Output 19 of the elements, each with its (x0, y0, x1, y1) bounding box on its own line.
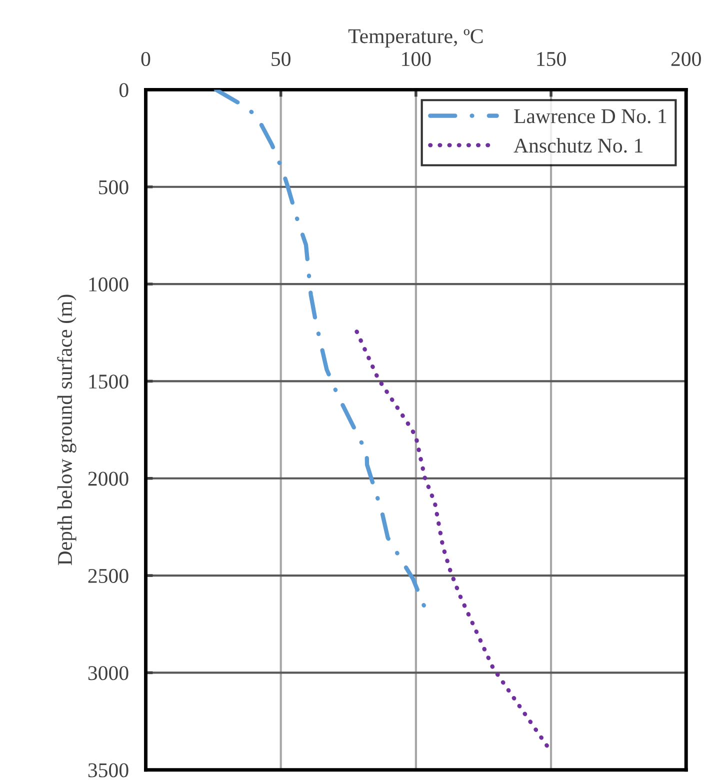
x-tick-label: 100 (402, 52, 431, 66)
x-tick-label: 150 (537, 52, 566, 66)
y-tick-label: 1000 (89, 277, 128, 292)
y-tick-label: 500 (99, 180, 128, 194)
x-axis-title: Temperature, ºC (348, 29, 483, 48)
y-axis-title: Depth below ground surface (m) (57, 294, 76, 566)
y-tick-label: 3500 (88, 763, 128, 778)
legend-label: Lawrence D No. 1 (514, 109, 666, 124)
y-tick-label: 2500 (88, 568, 128, 583)
line-series (214, 90, 426, 608)
x-tick-label: 0 (141, 52, 150, 66)
y-tick-label: 2000 (88, 472, 128, 486)
x-tick-label: 200 (671, 52, 701, 66)
x-tick-label: 50 (272, 52, 290, 66)
line-series (354, 330, 550, 750)
legend-label: Anschutz No. 1 (514, 138, 642, 153)
y-tick-label: 0 (119, 83, 128, 98)
y-tick-label: 3000 (88, 666, 128, 680)
y-tick-label: 1500 (89, 374, 128, 389)
